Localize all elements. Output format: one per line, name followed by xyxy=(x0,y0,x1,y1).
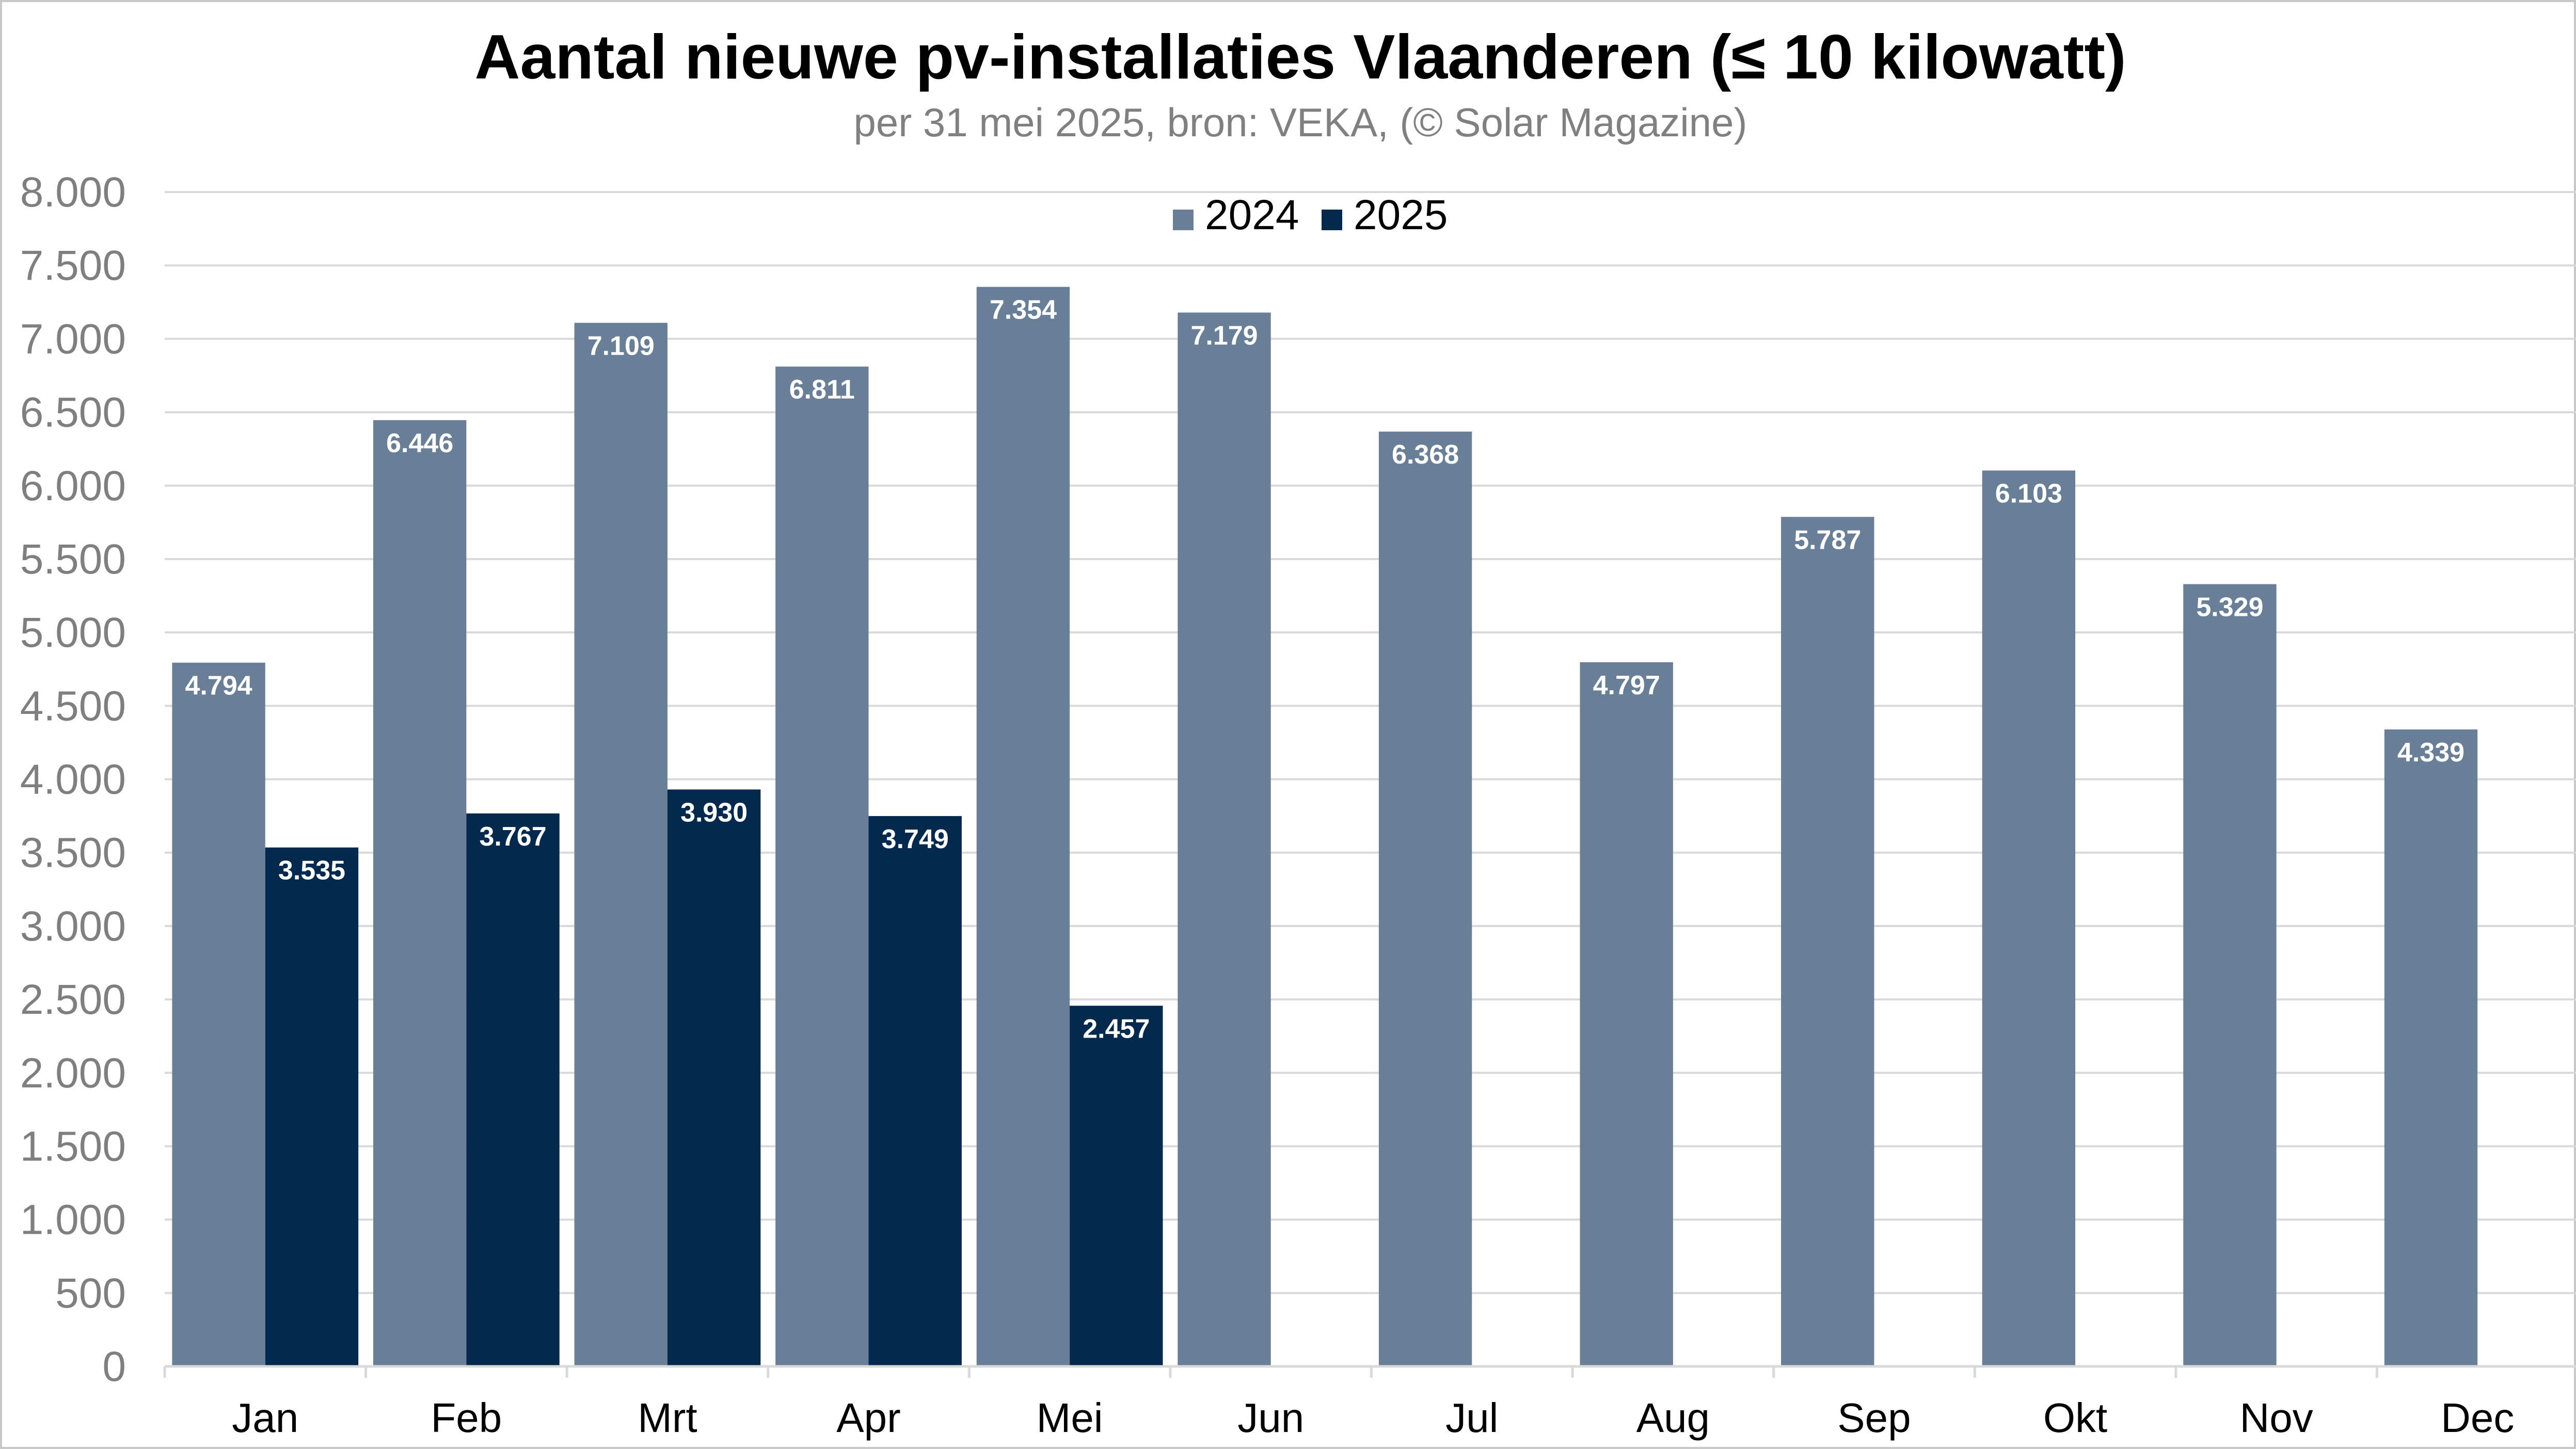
data-label: 7.179 xyxy=(1190,321,1258,351)
x-axis xyxy=(163,1365,2576,1378)
x-tick-label: Sep xyxy=(1837,1395,1911,1441)
bar-2025-Feb xyxy=(466,813,560,1366)
y-tick-label: 7.000 xyxy=(20,315,126,362)
y-tick-label: 2.000 xyxy=(20,1049,126,1096)
legend: 2024 2025 xyxy=(1173,192,1448,238)
y-tick-label: 2.500 xyxy=(20,976,126,1023)
x-tick-label: Apr xyxy=(836,1395,901,1441)
x-tick-label: Mrt xyxy=(638,1395,697,1441)
data-label: 6.368 xyxy=(1392,440,1459,470)
data-label: 6.811 xyxy=(789,375,855,405)
bar-2024-Sep xyxy=(1781,517,1874,1366)
data-label: 4.797 xyxy=(1593,671,1660,700)
legend-swatch-2025 xyxy=(1322,210,1342,230)
data-label: 5.329 xyxy=(2196,593,2263,623)
gridlines xyxy=(165,191,2576,1294)
x-tick-label: Aug xyxy=(1636,1395,1710,1441)
bar-2024-Mrt xyxy=(574,323,667,1366)
x-tick-label: Jul xyxy=(1445,1395,1498,1441)
legend-swatch-2024 xyxy=(1173,210,1194,230)
y-tick-label: 500 xyxy=(55,1270,126,1317)
chart-subtitle: per 31 mei 2025, bron: VEKA, (© Solar Ma… xyxy=(853,100,1747,145)
data-label: 3.767 xyxy=(479,822,546,852)
y-tick-label: 6.000 xyxy=(20,463,126,509)
bars xyxy=(172,286,2478,1367)
legend-label-2024: 2024 xyxy=(1205,192,1299,238)
x-tick-label: Okt xyxy=(2043,1395,2107,1441)
bar-2024-Okt xyxy=(1982,470,2076,1366)
y-tick-label: 1.500 xyxy=(20,1123,126,1170)
bar-2024-Aug xyxy=(1580,662,1673,1366)
data-label: 7.354 xyxy=(990,295,1057,325)
bar-2024-Jan xyxy=(172,662,265,1366)
data-label: 3.535 xyxy=(278,856,345,886)
bar-2024-Nov xyxy=(2183,584,2277,1366)
data-label: 5.787 xyxy=(1794,525,1861,555)
data-label: 4.339 xyxy=(2397,738,2464,768)
data-label: 3.930 xyxy=(680,798,748,827)
y-tick-label: 5.500 xyxy=(20,536,126,583)
x-tick-label: Mei xyxy=(1037,1395,1103,1441)
data-labels: 4.794 3.535 6.446 3.767 7.109 3.930 6.811 3.749… xyxy=(185,295,2465,1044)
y-tick-label: 0 xyxy=(102,1343,126,1390)
y-tick-label: 5.000 xyxy=(20,609,126,656)
x-tick-label: Feb xyxy=(431,1395,502,1441)
x-tick-label: Jan xyxy=(232,1395,298,1441)
y-axis-ticks: 0 500 1.000 1.500 2.000 2.500 3.000 3.500 4.000 4… xyxy=(20,169,126,1390)
bar-2024-Apr xyxy=(775,367,869,1367)
y-tick-label: 8.000 xyxy=(20,169,126,216)
y-tick-label: 3.500 xyxy=(20,830,126,877)
data-label: 3.749 xyxy=(882,824,949,854)
data-label: 6.446 xyxy=(386,428,453,458)
bar-2025-Mei xyxy=(1070,1006,1163,1366)
data-label: 6.103 xyxy=(1995,479,2062,508)
bar-2025-Mrt xyxy=(667,789,761,1366)
x-axis-ticks: Jan Feb Mrt Apr Mei Jun Jul Aug Sep Okt Nov Dec xyxy=(232,1395,2514,1441)
bar-2024-Jul xyxy=(1378,432,1472,1366)
y-tick-label: 6.500 xyxy=(20,389,126,436)
bar-2024-Dec xyxy=(2384,729,2478,1366)
bar-2025-Jan xyxy=(265,847,359,1366)
bar-2024-Feb xyxy=(373,420,467,1367)
data-label: 4.794 xyxy=(185,671,252,701)
data-label: 7.109 xyxy=(587,331,655,361)
y-tick-label: 4.500 xyxy=(20,682,126,729)
y-tick-label: 1.000 xyxy=(20,1197,126,1244)
data-label: 2.457 xyxy=(1083,1014,1150,1044)
x-tick-label: Dec xyxy=(2441,1395,2514,1441)
x-tick-label: Jun xyxy=(1237,1395,1304,1441)
y-tick-label: 4.000 xyxy=(20,756,126,803)
y-tick-label: 7.500 xyxy=(20,242,126,289)
x-tick-label: Nov xyxy=(2239,1395,2313,1441)
legend-label-2025: 2025 xyxy=(1354,192,1448,238)
bar-2024-Jun xyxy=(1178,312,1271,1366)
chart-title: Aantal nieuwe pv-installaties Vlaanderen… xyxy=(474,22,2126,92)
bar-2024-Mei xyxy=(976,286,1070,1366)
y-tick-label: 3.000 xyxy=(20,903,126,950)
bar-2025-Apr xyxy=(868,816,962,1366)
